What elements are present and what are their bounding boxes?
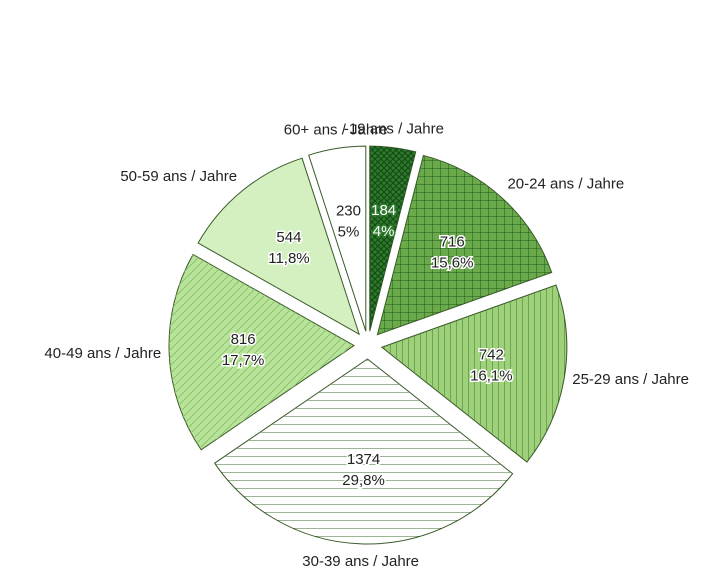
slice-pattern bbox=[169, 254, 355, 450]
percentage-label: 11,8% bbox=[268, 250, 309, 267]
category-label: 60+ ans / Jahre bbox=[284, 122, 388, 139]
slice-pattern bbox=[369, 146, 416, 332]
category-label: -19 ans / Jahre bbox=[344, 121, 444, 138]
slice bbox=[308, 145, 367, 332]
percentage-label: 15,6% bbox=[431, 255, 474, 272]
percentage-label: 17,7% bbox=[222, 352, 265, 369]
value-label: 1374 bbox=[347, 451, 380, 468]
percentage-label: 5% bbox=[338, 224, 360, 241]
value-label: 230 bbox=[336, 203, 361, 220]
value-label: 184 bbox=[371, 202, 396, 219]
slice bbox=[197, 157, 361, 336]
percentage-label: 16,1% bbox=[470, 367, 513, 384]
percentage-label: 4% bbox=[373, 223, 395, 240]
category-label: 25-29 ans / Jahre bbox=[572, 371, 689, 388]
category-label: 50-59 ans / Jahre bbox=[120, 168, 237, 185]
value-label: 716 bbox=[440, 234, 465, 251]
percentage-label: 29,8% bbox=[342, 472, 385, 489]
category-label: 40-49 ans / Jahre bbox=[44, 345, 161, 362]
value-label: 544 bbox=[276, 229, 301, 246]
slice-pattern bbox=[214, 358, 513, 544]
slice-pattern bbox=[377, 155, 552, 335]
category-label: 30-39 ans / Jahre bbox=[302, 553, 419, 570]
value-label: 816 bbox=[231, 331, 256, 348]
slice-pattern bbox=[381, 285, 567, 463]
category-label: 20-24 ans / Jahre bbox=[507, 176, 624, 193]
value-label: 742 bbox=[479, 346, 504, 363]
